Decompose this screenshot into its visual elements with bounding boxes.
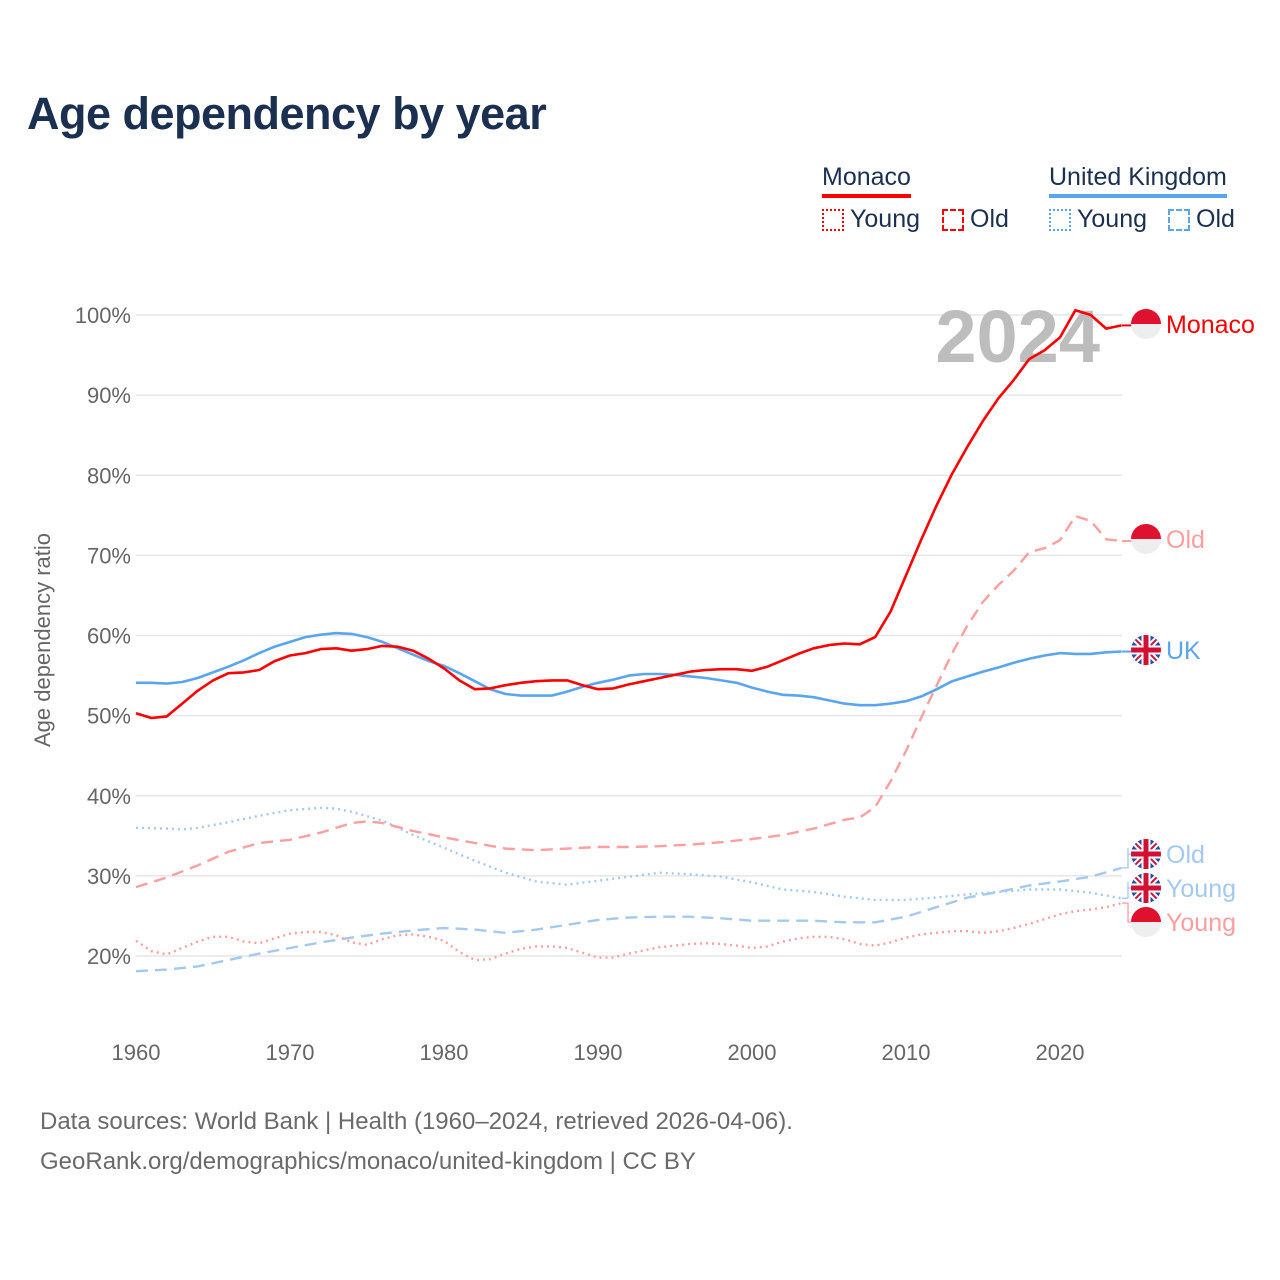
- monaco-flag-icon: [1131, 524, 1161, 554]
- series-end-label: Old: [1166, 841, 1205, 869]
- uk-flag-icon: [1131, 873, 1161, 903]
- x-tick-label: 1970: [266, 1040, 315, 1065]
- y-tick-label: 50%: [87, 704, 131, 729]
- year-watermark: 2024: [935, 295, 1100, 378]
- y-tick-label: 60%: [87, 624, 131, 649]
- series-line-united-kingdom[interactable]: [136, 631, 1122, 707]
- label-leader-line: [1122, 848, 1134, 869]
- footer-source: Data sources: World Bank | Health (1960–…: [40, 1108, 793, 1135]
- x-tick-label: 2010: [882, 1040, 931, 1065]
- y-tick-label: 100%: [75, 303, 131, 328]
- y-tick-label: 90%: [87, 383, 131, 408]
- dotted-swatch-icon: [822, 208, 844, 231]
- y-tick-label: 70%: [87, 543, 131, 568]
- label-leader-line: [1122, 882, 1134, 899]
- series-end-label: Old: [1166, 526, 1205, 554]
- series-line-united-kingdom-young[interactable]: [135, 806, 1122, 902]
- series-end-label: Monaco: [1166, 311, 1255, 339]
- dashed-swatch-icon: [1168, 208, 1190, 231]
- label-leader-line: [1122, 902, 1134, 923]
- y-tick-label: 40%: [87, 784, 131, 809]
- series-line-monaco-young[interactable]: [135, 901, 1122, 962]
- x-tick-label: 1980: [420, 1040, 469, 1065]
- dashed-swatch-icon: [942, 208, 964, 231]
- series-line-monaco-old[interactable]: [135, 514, 1122, 889]
- series-line-monaco[interactable]: [135, 308, 1122, 720]
- x-tick-label: 2020: [1036, 1040, 1085, 1065]
- legend-united-kingdom[interactable]: United Kingdom: [1049, 163, 1227, 198]
- dotted-swatch-icon: [1049, 208, 1071, 231]
- chart-title: Age dependency by year: [27, 88, 547, 139]
- uk-flag-icon: [1131, 839, 1161, 869]
- legend-uk-old[interactable]: Old: [1168, 205, 1235, 234]
- legend-uk-young[interactable]: Young: [1049, 205, 1147, 234]
- legend-monaco[interactable]: Monaco: [822, 163, 911, 198]
- legend-label: Old: [1196, 205, 1235, 233]
- series-line-united-kingdom-old[interactable]: [135, 866, 1122, 973]
- x-tick-label: 1990: [574, 1040, 623, 1065]
- footer-link[interactable]: GeoRank.org/demographics/monaco/united-k…: [40, 1148, 696, 1175]
- uk-flag-icon: [1131, 635, 1161, 665]
- x-tick-label: 1960: [112, 1040, 161, 1065]
- y-axis-label: Age dependency ratio: [30, 533, 55, 747]
- legend-label: Old: [970, 205, 1009, 233]
- y-tick-label: 20%: [87, 944, 131, 969]
- series-end-label: Young: [1166, 909, 1236, 937]
- legend-label: Young: [1077, 205, 1147, 233]
- monaco-flag-icon: [1131, 907, 1161, 937]
- monaco-flag-icon: [1131, 309, 1161, 339]
- legend-monaco-old[interactable]: Old: [942, 205, 1009, 234]
- y-tick-label: 30%: [87, 864, 131, 889]
- x-tick-label: 2000: [728, 1040, 777, 1065]
- series-end-label: Young: [1166, 875, 1236, 903]
- series-end-label: UK: [1166, 637, 1201, 665]
- y-tick-label: 80%: [87, 463, 131, 488]
- legend-monaco-young[interactable]: Young: [822, 205, 920, 234]
- legend-label: Young: [850, 205, 920, 233]
